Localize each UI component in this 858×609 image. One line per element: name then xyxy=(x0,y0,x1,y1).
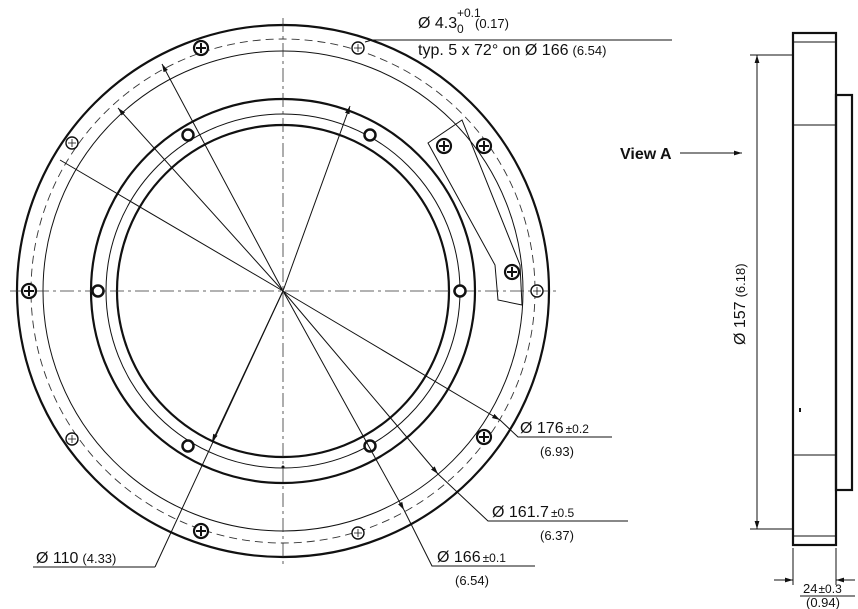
tol: ±0.5 xyxy=(551,506,575,520)
value: Ø 161.7 xyxy=(492,504,549,521)
inch: (4.33) xyxy=(82,551,116,566)
d166-inch: (6.54) xyxy=(455,573,489,588)
inch: (6.54) xyxy=(573,43,607,58)
d176: Ø 176±0.2 xyxy=(520,420,589,437)
tol: ±0.1 xyxy=(483,551,507,565)
value: Ø 166 xyxy=(437,549,481,566)
value: Ø 110 xyxy=(36,550,79,567)
lower-tol: 0 xyxy=(457,22,464,36)
thickness-inch: (0.94) xyxy=(806,595,840,609)
value: Ø 4.3 xyxy=(418,15,457,32)
tol: ±0.2 xyxy=(566,422,590,436)
tol: ±0.3 xyxy=(818,582,842,596)
view-label: View A xyxy=(620,146,672,163)
d110: Ø 110(4.33) xyxy=(36,550,116,567)
side-view xyxy=(680,33,855,585)
note: typ. 5 x 72° on Ø 166 xyxy=(418,42,569,59)
front-view xyxy=(10,18,672,567)
drawing: Ø 4.3+0.10(0.17) typ. 5 x 72° on Ø 166(6… xyxy=(0,0,858,609)
inch: (6.18) xyxy=(733,263,748,297)
value: 24 xyxy=(803,581,817,596)
hole-note: typ. 5 x 72° on Ø 166 (6.54) xyxy=(418,42,606,59)
d166: Ø 166±0.1 xyxy=(437,549,506,566)
d161: Ø 161.7±0.5 xyxy=(492,504,575,521)
inch: (0.17) xyxy=(475,16,509,31)
thickness: 24±0.3 xyxy=(803,581,842,596)
d157: Ø 157 (6.18) xyxy=(732,263,749,345)
value: Ø 157 xyxy=(732,301,749,345)
d176-inch: (6.93) xyxy=(540,444,574,459)
value: Ø 176 xyxy=(520,420,564,437)
d161-inch: (6.37) xyxy=(540,528,574,543)
